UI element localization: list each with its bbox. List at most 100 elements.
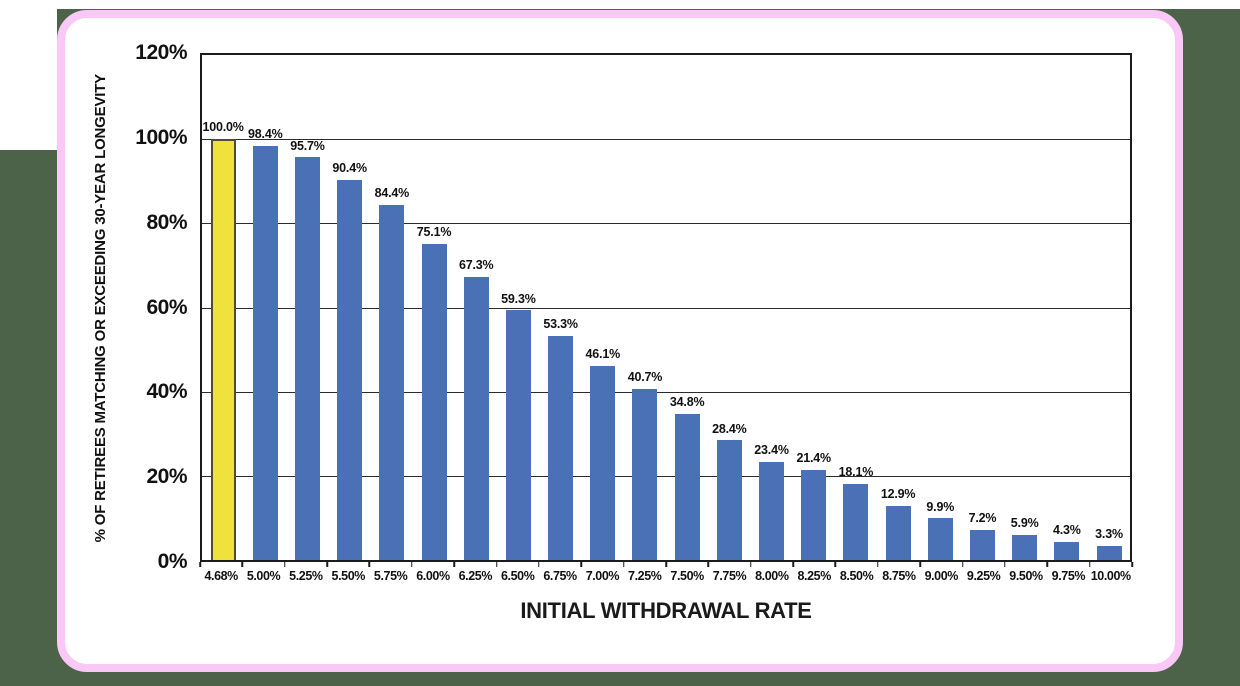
bar-slot: 3.3%	[1088, 55, 1130, 560]
chart-card: % OF RETIREES MATCHING OR EXCEEDING 30-Y…	[57, 10, 1183, 672]
bar-value-label: 75.1%	[416, 225, 452, 240]
bar	[632, 388, 658, 560]
bar	[294, 157, 320, 560]
plot-area: 100.0% 98.4% 95.7% 90.4% 84.4% 75.1% 67.3% 59.3…	[200, 53, 1132, 562]
bar	[463, 276, 489, 560]
x-tick-label: 9.25%	[966, 569, 1001, 583]
x-tick-label: 9.50%	[1009, 569, 1043, 583]
bar	[1012, 535, 1038, 560]
gridlines	[202, 55, 1130, 560]
bar-slot: 23.4%	[750, 55, 792, 560]
axis-tick	[834, 562, 837, 567]
y-tick-labels: 120% 100% 80% 60% 40% 20% 0%	[65, 41, 187, 573]
bar-value-label: 18.1%	[838, 465, 874, 480]
gridline	[202, 391, 1130, 393]
bar-slot: 21.4%	[793, 55, 835, 560]
axis-tick	[665, 562, 667, 567]
y-tick-label: 0%	[157, 550, 188, 573]
x-tick-label: 5.25%	[289, 569, 323, 583]
bar-value-label: 40.7%	[627, 369, 663, 384]
bar-value-label: 67.3%	[458, 258, 494, 273]
bar-slot: 95.7%	[286, 55, 328, 560]
x-tick-label: 7.25%	[628, 569, 662, 583]
x-tick-labels: 4.68% 5.00% 5.25% 5.50% 5.75% 6.00% 6.25% 6.50%…	[200, 569, 1132, 587]
axis-tick	[368, 562, 371, 567]
bar-slot: 18.1%	[835, 55, 877, 560]
x-axis-title: INITIAL WITHDRAWAL RATE	[520, 598, 812, 623]
bar-value-label: 5.9%	[1010, 516, 1039, 531]
bar-value-label: 53.3%	[543, 316, 578, 331]
bar-value-label: 90.4%	[332, 160, 367, 175]
bar-slot: 75.1%	[413, 55, 455, 560]
bar-value-label: 46.1%	[585, 347, 621, 362]
bar	[843, 483, 869, 560]
x-tick-label: 6.75%	[543, 569, 577, 583]
x-tick-label: 9.75%	[1051, 569, 1086, 583]
x-tick-label: 6.50%	[500, 569, 535, 583]
x-tick-label: 5.75%	[373, 569, 408, 583]
bar	[252, 145, 278, 560]
axis-tick	[877, 562, 879, 567]
axis-tick	[961, 562, 964, 567]
bar	[590, 366, 616, 560]
bar-value-label: 28.4%	[712, 421, 747, 436]
axis-tick	[749, 562, 752, 567]
gridline	[202, 307, 1130, 309]
bar-slot: 28.4%	[708, 55, 750, 560]
axis-tick	[538, 562, 540, 567]
x-tick-label: 7.50%	[670, 569, 704, 583]
axis-tick	[411, 562, 413, 567]
bar-value-label: 9.9%	[926, 499, 955, 514]
y-tick-label: 60%	[146, 295, 187, 319]
axis-tick	[495, 562, 498, 567]
bar	[337, 179, 363, 560]
bar-slot: 53.3%	[540, 55, 582, 560]
bar	[674, 413, 700, 560]
bar-slot: 34.8%	[666, 55, 708, 560]
bar-slot: 84.4%	[371, 55, 413, 560]
axis-tick	[1004, 562, 1006, 567]
x-tick-label: 8.00%	[755, 569, 789, 583]
bar	[759, 461, 785, 560]
axis-tick	[1131, 562, 1133, 567]
x-tick-label: 7.75%	[712, 569, 747, 583]
bar	[421, 243, 447, 560]
bar-slot: 90.4%	[329, 55, 371, 560]
bar-value-label: 98.4%	[248, 127, 283, 142]
bar-slot: 46.1%	[582, 55, 624, 560]
y-tick-label: 40%	[146, 380, 187, 404]
bar-slot: 59.3%	[497, 55, 539, 560]
bar-slot: 9.9%	[919, 55, 961, 560]
x-tick-label: 9.00%	[924, 569, 959, 583]
bar-slot: 4.3%	[1046, 55, 1088, 560]
y-tick-label: 100%	[135, 125, 187, 149]
bar-value-label: 95.7%	[290, 138, 325, 153]
axis-tick	[1046, 562, 1049, 567]
bar	[801, 469, 827, 560]
x-tick-label: 8.75%	[882, 569, 916, 583]
gridline	[202, 475, 1130, 477]
axis-tick	[792, 562, 794, 567]
bar	[885, 505, 911, 560]
bar-value-label: 100.0%	[202, 120, 244, 135]
bar-slot: 5.9%	[1004, 55, 1046, 560]
axis-ticks	[199, 562, 1133, 568]
axis-tick	[580, 562, 583, 567]
bar	[1054, 541, 1080, 560]
bar	[1096, 546, 1122, 560]
axis-tick	[1088, 562, 1091, 567]
bar-value-label: 59.3%	[501, 291, 536, 306]
x-tick-label: 5.50%	[331, 569, 366, 583]
x-tick-label: 8.50%	[839, 569, 874, 583]
bar-slot: 98.4%	[244, 55, 286, 560]
bar	[210, 139, 236, 560]
bar-slot: 100.0%	[202, 55, 244, 560]
bar	[969, 529, 995, 560]
x-tick-label: 7.00%	[585, 569, 620, 583]
axis-tick	[241, 562, 244, 567]
bar-value-label: 3.3%	[1095, 527, 1123, 542]
bar-value-label: 23.4%	[754, 442, 789, 457]
bars: 100.0% 98.4% 95.7% 90.4% 84.4% 75.1% 67.3% 59.3…	[202, 55, 1130, 560]
axis-tick	[622, 562, 625, 567]
bar	[716, 440, 742, 560]
